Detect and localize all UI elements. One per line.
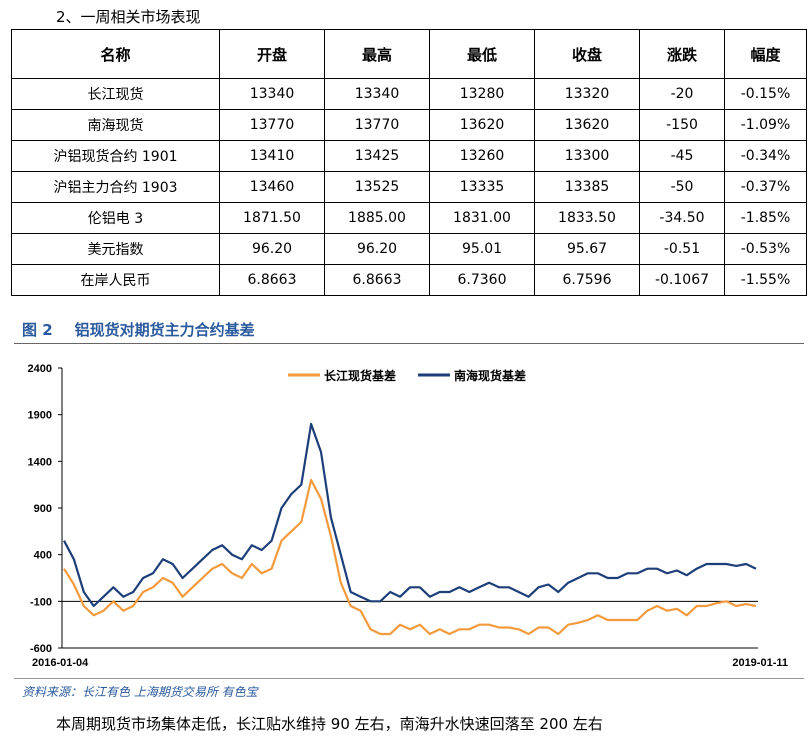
value-cell: 13425: [324, 140, 430, 172]
x-end-label: 2019-01-11: [732, 657, 788, 669]
value-cell: -0.1067: [639, 264, 725, 296]
series-line-1: [63, 478, 757, 636]
value-cell: -0.15%: [724, 78, 807, 110]
header-cell: 收盘: [534, 29, 640, 79]
figure-divider: [14, 343, 804, 344]
table-row: 长江现货 13340 13340 13280 13320 -20 -0.15%: [11, 78, 807, 110]
value-cell: 1831.00: [429, 202, 535, 234]
value-cell: 6.8663: [324, 264, 430, 296]
table-row: 沪铝现货合约 1901 13410 13425 13260 13300 -45 -0.34%: [11, 140, 807, 172]
value-cell: 13525: [324, 171, 430, 203]
value-cell: -0.37%: [724, 171, 807, 203]
value-cell: 6.8663: [219, 264, 325, 296]
source-note: 资料来源：长江有色 上海期货交易所 有色宝: [22, 685, 258, 699]
value-cell: -0.51: [639, 233, 725, 265]
header-cell: 幅度: [724, 29, 807, 79]
value-cell: -45: [639, 140, 725, 172]
y-tick-label: 1900: [28, 410, 52, 422]
value-cell: 13460: [219, 171, 325, 203]
header-cell: 开盘: [219, 29, 325, 79]
value-cell: 13410: [219, 140, 325, 172]
header-cell: 名称: [11, 29, 220, 79]
value-cell: 1885.00: [324, 202, 430, 234]
table-row: 南海现货 13770 13770 13620 13620 -150 -1.09%: [11, 109, 807, 141]
value-cell: 13620: [429, 109, 535, 141]
header-cell: 涨跌: [639, 29, 725, 79]
row-name-cell: 美元指数: [11, 233, 220, 265]
table-row: 伦铝电 3 1871.50 1885.00 1831.00 1833.50 -34.50-…: [11, 202, 807, 234]
value-cell: -1.09%: [724, 109, 807, 141]
value-cell: 13340: [219, 78, 325, 110]
legend-label: 南海现货基差: [454, 368, 526, 383]
table-header-row: 名称 开盘 最高 最低 收盘 涨跌 幅度: [11, 29, 807, 79]
value-cell: 95.01: [429, 233, 535, 265]
y-tick-label: 2400: [28, 363, 52, 375]
value-cell: -0.34%: [724, 140, 807, 172]
y-tick-label: 1400: [28, 456, 52, 468]
value-cell: -0.53%: [724, 233, 807, 265]
y-tick-label: -600: [30, 643, 52, 655]
row-name-cell: 沪铝现货合约 1901: [11, 140, 220, 172]
value-cell: 13385: [534, 171, 640, 203]
value-cell: -1.85%: [724, 202, 807, 234]
y-tick-label: -100: [30, 596, 52, 608]
value-cell: 1871.50: [219, 202, 325, 234]
table-row: 沪铝主力合约 1903 13460 13525 13335 13385 -50 -0.37%: [11, 171, 807, 203]
row-name-cell: 在岸人民币: [11, 264, 220, 296]
table-row: 在岸人民币 6.8663 6.8663 6.7360 6.7596 -0.1067 -1.5…: [11, 264, 807, 296]
value-cell: 96.20: [324, 233, 430, 265]
series-line-2: [63, 422, 757, 608]
value-cell: -50: [639, 171, 725, 203]
summary-text: 本周期现货市场集体走低，长江贴水维持 90 左右，南海升水快速回落至 200 左…: [56, 715, 603, 733]
basis-chart: 2400 1900 1400 900 400 -100 -600 2016-01-04 2019…: [28, 363, 788, 669]
value-cell: 13320: [534, 78, 640, 110]
value-cell: -20: [639, 78, 725, 110]
row-name-cell: 长江现货: [11, 78, 220, 110]
y-tick-label: 900: [34, 503, 52, 515]
value-cell: -150: [639, 109, 725, 141]
value-cell: 13300: [534, 140, 640, 172]
figure-number: 图 2: [22, 321, 53, 339]
x-start-label: 2016-01-04: [32, 657, 89, 669]
row-name-cell: 沪铝主力合约 1903: [11, 171, 220, 203]
section-heading: 2、一周相关市场表现: [56, 8, 201, 26]
value-cell: 13335: [429, 171, 535, 203]
value-cell: 13260: [429, 140, 535, 172]
value-cell: 6.7596: [534, 264, 640, 296]
value-cell: 1833.50: [534, 202, 640, 234]
value-cell: 13770: [219, 109, 325, 141]
value-cell: 6.7360: [429, 264, 535, 296]
source-divider: [14, 678, 804, 679]
value-cell: 96.20: [219, 233, 325, 265]
header-cell: 最高: [324, 29, 430, 79]
row-name-cell: 伦铝电 3: [11, 202, 220, 234]
y-tick-label: 400: [34, 550, 52, 562]
value-cell: 13340: [324, 78, 430, 110]
value-cell: 13280: [429, 78, 535, 110]
market-table: 名称 开盘 最高 最低 收盘 涨跌 幅度 长江现货 13340 13340 13280…: [11, 29, 807, 296]
figure-title: 图 2 铝现货对期货主力合约基差: [22, 319, 255, 340]
figure-caption: 铝现货对期货主力合约基差: [74, 321, 255, 339]
value-cell: 13620: [534, 109, 640, 141]
value-cell: -34.50: [639, 202, 725, 234]
value-cell: 95.67: [534, 233, 640, 265]
value-cell: 13770: [324, 109, 430, 141]
legend-label: 长江现货基差: [324, 368, 396, 383]
row-name-cell: 南海现货: [11, 109, 220, 141]
table-row: 美元指数 96.20 96.20 95.01 95.67 -0.51 -0.53%: [11, 233, 807, 265]
header-cell: 最低: [429, 29, 535, 79]
value-cell: -1.55%: [724, 264, 807, 296]
